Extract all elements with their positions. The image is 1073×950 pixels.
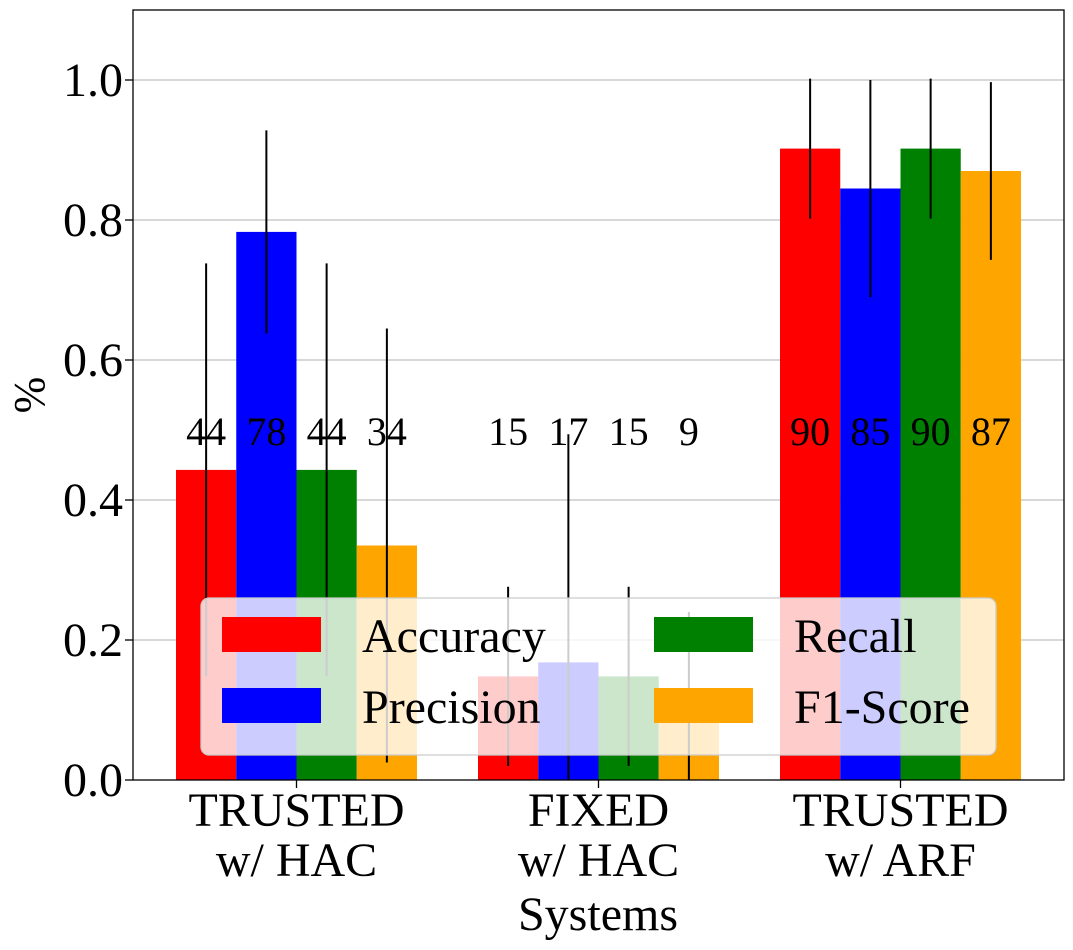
legend-box [200, 597, 997, 756]
data-label: 34 [367, 409, 407, 454]
x-tick-label-line: w/ HAC [216, 834, 377, 887]
legend-label: Accuracy [362, 610, 546, 663]
data-label: 90 [911, 409, 951, 454]
x-tick-label-line: w/ ARF [825, 834, 976, 887]
x-tick-label-line: TRUSTED [793, 784, 1009, 837]
y-tick-label: 0.6 [63, 334, 123, 387]
y-tick-label: 0.2 [63, 614, 123, 667]
y-tick-label: 0.8 [63, 194, 123, 247]
legend-swatch [654, 688, 753, 723]
data-label: 15 [609, 409, 649, 454]
data-label: 44 [307, 409, 347, 454]
data-label: 15 [488, 409, 528, 454]
legend-label: F1-Score [794, 681, 970, 734]
data-labels: 44 78 44 34 15 17 15 9 90 85 90 87 [186, 409, 1011, 454]
legend-label: Precision [362, 681, 541, 734]
legend-swatch [222, 688, 321, 723]
legend: Accuracy Precision Recall F1-Score [200, 597, 997, 756]
x-tick-label: FIXED w/ HAC [518, 784, 679, 887]
x-tick-label-line: FIXED [528, 784, 669, 837]
x-tick-label: TRUSTED w/ ARF [793, 784, 1009, 887]
x-axis-label: Systems [518, 888, 678, 941]
data-label: 44 [186, 409, 226, 454]
y-axis-ticks: 0.0 0.2 0.4 0.6 0.8 1.0 [63, 54, 133, 807]
legend-label: Recall [794, 610, 917, 663]
legend-swatch [222, 617, 321, 652]
y-tick-label: 0.4 [63, 474, 123, 527]
y-axis-label: % [5, 377, 54, 414]
data-label: 9 [679, 409, 699, 454]
data-label: 87 [971, 409, 1011, 454]
y-tick-label: 1.0 [63, 54, 123, 107]
data-label: 17 [548, 409, 588, 454]
x-tick-label-line: TRUSTED [189, 784, 405, 837]
data-label: 78 [246, 409, 286, 454]
data-label: 85 [850, 409, 890, 454]
x-tick-label-line: w/ HAC [518, 834, 679, 887]
legend-swatch [654, 617, 753, 652]
y-tick-label: 0.0 [63, 754, 123, 807]
data-label: 90 [790, 409, 830, 454]
x-tick-label: TRUSTED w/ HAC [189, 784, 405, 887]
